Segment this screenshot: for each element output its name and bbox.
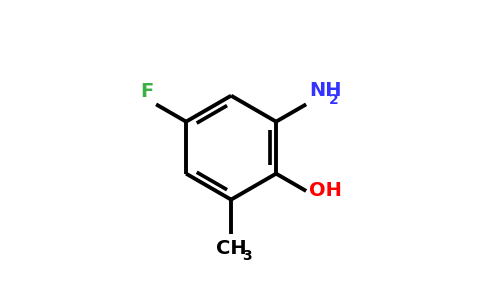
Text: OH: OH <box>309 182 342 200</box>
Text: 2: 2 <box>329 93 338 107</box>
Text: F: F <box>140 82 153 101</box>
Text: CH: CH <box>216 239 246 258</box>
Text: 3: 3 <box>242 249 252 263</box>
Text: NH: NH <box>309 81 342 100</box>
